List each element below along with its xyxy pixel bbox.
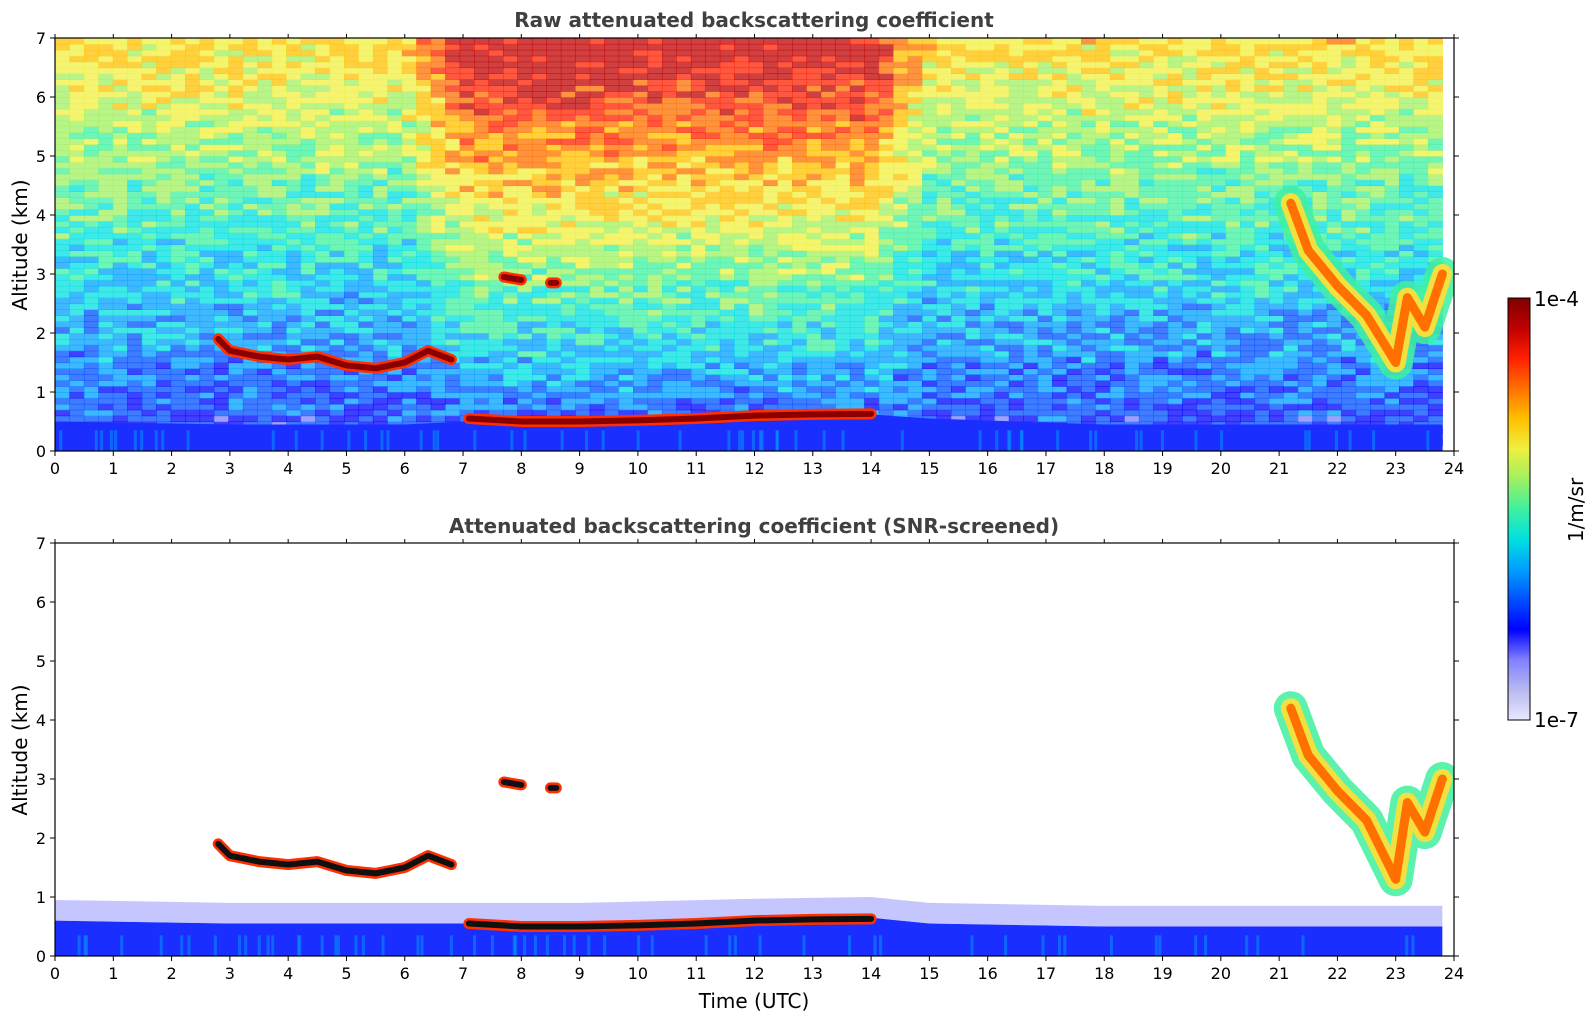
x-tick-label: 6 [400,459,410,478]
y-tick-label: 0 [36,442,46,461]
x-tick-label: 16 [977,459,997,478]
y-axis-label: Altitude (km) [8,684,32,815]
x-tick-label: 4 [283,459,293,478]
x-axis: 0 1 2 3 4 5 6 7 8 9 10 11 12 13 14 15 16 17 18 19 20 21 22 23 24 [50,539,1464,983]
cloud-layer [215,335,455,372]
x-tick-label: 13 [803,459,823,478]
x-tick-label: 5 [341,964,351,983]
x-tick-label: 4 [283,964,293,983]
y-tick-label: 7 [36,29,46,48]
y-tick-label: 6 [36,593,46,612]
y-tick-label: 3 [36,770,46,789]
x-tick-label: 2 [166,964,176,983]
colorbar-min-label: 1e-7 [1534,708,1579,732]
x-tick-label: 12 [744,964,764,983]
x-tick-label: 20 [1211,459,1231,478]
x-tick-label: 0 [50,964,60,983]
x-tick-label: 3 [225,459,235,478]
y-axis: 0 1 2 3 4 5 6 7 [36,29,1459,461]
x-tick-label: 20 [1211,964,1231,983]
x-tick-label: 19 [1152,459,1172,478]
x-tick-label: 17 [1036,459,1056,478]
cloud-layer [465,915,875,930]
y-tick-label: 7 [36,534,46,553]
heatmap-area [55,691,1454,956]
chart-raw-backscatter: Raw attenuated backscattering coefficien… [8,8,1464,478]
cloud-layer [500,778,525,788]
plot-frame [54,542,1455,957]
x-tick-label: 24 [1444,459,1464,478]
y-tick-label: 4 [36,711,46,730]
cloud-layer [215,840,455,877]
x-tick-label: 12 [744,459,764,478]
boundary-layer-band [55,917,1443,956]
x-tick-label: 22 [1327,459,1347,478]
x-tick-label: 11 [686,459,706,478]
cloud-layer [465,410,875,425]
y-tick-label: 6 [36,88,46,107]
colorbar-max-label: 1e-4 [1534,287,1579,311]
cirrus-core [1286,198,1447,367]
x-tick-label: 8 [516,459,526,478]
x-tick-label: 1 [108,964,118,983]
x-tick-label: 19 [1152,964,1172,983]
chart-title: Attenuated backscattering coefficient (S… [449,514,1059,538]
x-tick-label: 7 [458,964,468,983]
x-tick-label: 5 [341,459,351,478]
x-tick-label: 24 [1444,964,1464,983]
y-axis-label: Altitude (km) [8,179,32,310]
x-tick-label: 8 [516,964,526,983]
x-tick-label: 16 [977,964,997,983]
cirrus-outer [1273,691,1454,897]
x-tick-label: 0 [50,459,60,478]
x-tick-label: 11 [686,964,706,983]
x-tick-label: 15 [919,964,939,983]
x-tick-label: 13 [803,964,823,983]
y-axis: 0 1 2 3 4 5 6 7 [36,534,1459,966]
x-tick-label: 10 [628,964,648,983]
x-tick-label: 14 [861,459,881,478]
x-tick-label: 23 [1386,459,1406,478]
y-tick-label: 4 [36,206,46,225]
chart-screened-backscatter: Attenuated backscattering coefficient (S… [8,514,1464,1013]
y-tick-label: 3 [36,265,46,284]
x-axis: 0 1 2 3 4 5 6 7 8 9 10 11 12 13 14 15 16 17 18 19 20 21 22 23 24 [50,34,1464,478]
y-tick-label: 2 [36,829,46,848]
y-tick-label: 1 [36,888,46,907]
x-tick-label: 17 [1036,964,1056,983]
y-tick-label: 1 [36,383,46,402]
x-axis-label: Time (UTC) [698,989,810,1013]
x-tick-label: 1 [108,459,118,478]
x-tick-label: 9 [575,964,585,983]
x-tick-label: 21 [1269,964,1289,983]
x-tick-label: 9 [575,459,585,478]
x-tick-label: 10 [628,459,648,478]
cloud-layer [500,273,525,283]
y-tick-label: 2 [36,324,46,343]
y-tick-label: 5 [36,652,46,671]
y-tick-label: 5 [36,147,46,166]
colorbar-unit-label: 1/m/sr [1564,477,1588,542]
colorbar-gradient [1507,297,1531,721]
x-tick-label: 6 [400,964,410,983]
x-tick-label: 7 [458,459,468,478]
chart-title: Raw attenuated backscattering coefficien… [514,8,994,32]
colorbar: 1e-4 1e-7 1/m/sr [1507,287,1588,732]
x-tick-label: 18 [1094,459,1114,478]
x-tick-label: 23 [1386,964,1406,983]
x-tick-label: 15 [919,459,939,478]
x-tick-label: 21 [1269,459,1289,478]
cirrus-core [1286,703,1447,884]
heatmap-area [55,38,1454,451]
x-tick-label: 2 [166,459,176,478]
x-tick-label: 18 [1094,964,1114,983]
y-tick-label: 0 [36,947,46,966]
x-tick-label: 3 [225,964,235,983]
x-tick-label: 14 [861,964,881,983]
x-tick-label: 22 [1327,964,1347,983]
boundary-layer-fringe [55,897,1443,927]
